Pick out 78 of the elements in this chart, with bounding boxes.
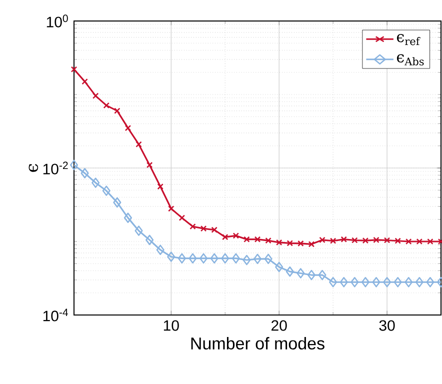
point	[92, 92, 99, 99]
point	[211, 226, 218, 233]
point	[188, 253, 197, 264]
legend-label: ϵ$_{ref}$	[396, 34, 420, 46]
point	[146, 234, 154, 246]
point	[70, 160, 78, 170]
point	[124, 212, 132, 223]
point	[394, 238, 401, 244]
point	[426, 276, 434, 288]
point	[124, 124, 132, 132]
point	[102, 186, 110, 196]
point	[200, 225, 207, 232]
point	[340, 236, 347, 242]
point	[80, 168, 89, 178]
point	[156, 244, 164, 255]
point	[319, 236, 326, 244]
x-tick-label: 20	[271, 320, 287, 331]
point	[167, 252, 176, 262]
point	[92, 178, 100, 188]
point	[361, 276, 370, 288]
point	[350, 276, 359, 288]
point	[373, 236, 380, 244]
point	[286, 240, 294, 246]
point	[157, 183, 164, 190]
point	[222, 234, 228, 240]
point	[190, 223, 196, 230]
point	[276, 239, 282, 246]
point	[352, 237, 358, 244]
y-tick-label: 10$^{-4}$	[43, 308, 68, 322]
point	[329, 276, 338, 288]
point	[362, 237, 369, 244]
point	[70, 66, 78, 72]
point	[394, 276, 402, 288]
point	[286, 266, 294, 277]
point	[405, 238, 412, 245]
point	[427, 238, 434, 245]
y-axis-title: ϵ	[28, 164, 38, 172]
point	[232, 232, 240, 239]
point	[415, 276, 424, 288]
point	[221, 253, 230, 264]
y-tick-label: 10$^{0}$	[46, 14, 68, 28]
point	[340, 276, 348, 288]
point	[275, 262, 284, 272]
point	[114, 108, 120, 114]
point	[308, 241, 315, 248]
point	[103, 102, 110, 109]
x-tick-label: 10	[164, 320, 179, 331]
point	[168, 206, 174, 212]
x-axis-title: Number of modes	[191, 337, 324, 350]
point	[264, 254, 272, 264]
point	[244, 236, 250, 242]
point	[254, 236, 261, 242]
point	[318, 270, 326, 280]
point	[200, 253, 208, 264]
point	[265, 237, 272, 244]
legend-label: ϵ$_{Abs}$	[396, 54, 424, 66]
point	[146, 162, 153, 168]
point	[113, 197, 122, 208]
point	[307, 270, 316, 280]
point	[210, 253, 218, 264]
point	[134, 226, 143, 236]
point	[330, 238, 336, 244]
x-tick-label: 30	[379, 320, 395, 331]
point	[253, 254, 262, 264]
point	[416, 238, 423, 245]
point	[298, 240, 304, 247]
point	[178, 214, 186, 221]
point	[404, 276, 413, 288]
point	[242, 254, 251, 266]
point	[384, 237, 390, 244]
point	[178, 253, 186, 264]
point	[296, 268, 305, 278]
point	[136, 141, 142, 148]
point	[232, 253, 240, 264]
point	[383, 276, 392, 288]
point	[372, 276, 380, 288]
point	[82, 78, 88, 85]
y-tick-label: 10$^{-2}$	[43, 162, 68, 174]
